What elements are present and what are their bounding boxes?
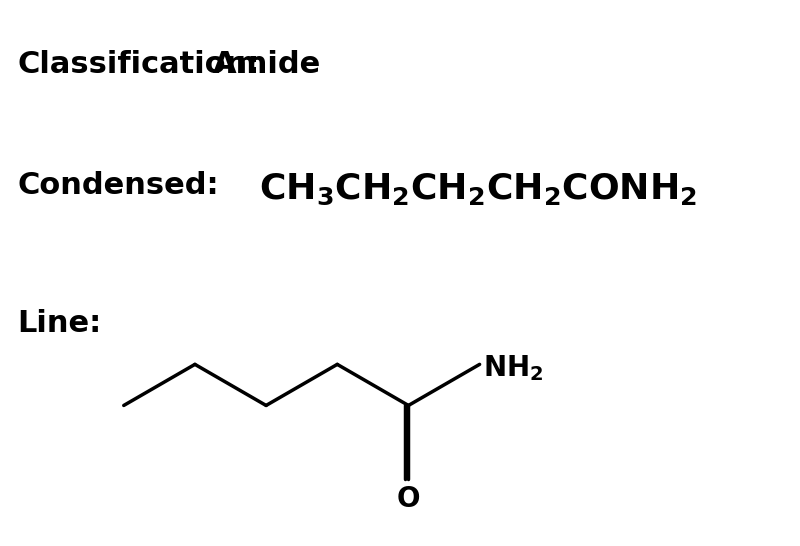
Text: Classification:: Classification: <box>18 50 260 79</box>
Text: Amide: Amide <box>213 50 321 79</box>
Text: $\mathregular{CH_3CH_2CH_2CH_2CONH_2}$: $\mathregular{CH_3CH_2CH_2CH_2CONH_2}$ <box>259 171 698 207</box>
Text: O: O <box>397 485 420 513</box>
Text: Condensed:: Condensed: <box>18 171 219 200</box>
Text: $\mathregular{NH_2}$: $\mathregular{NH_2}$ <box>483 353 544 383</box>
Text: Line:: Line: <box>18 309 102 338</box>
